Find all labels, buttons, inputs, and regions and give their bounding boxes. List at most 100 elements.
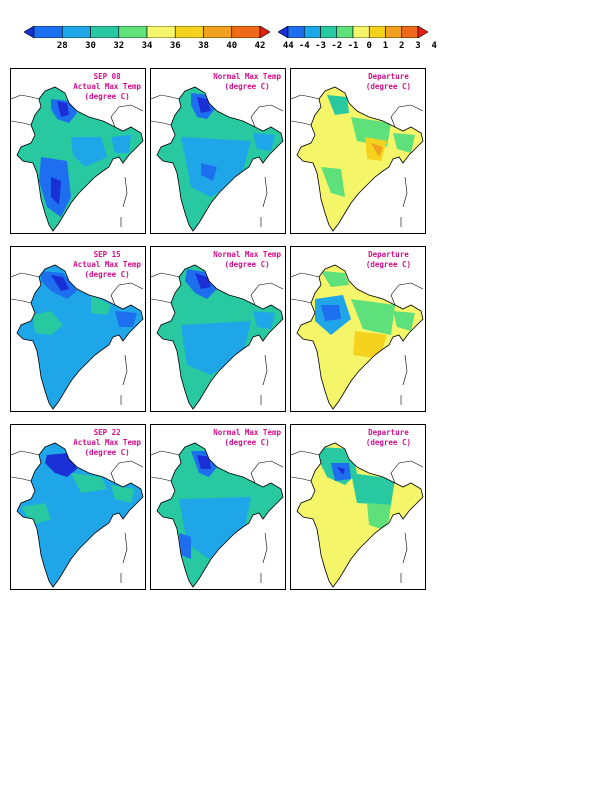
temperature-contour: [351, 473, 395, 505]
neighbor-border: [291, 272, 320, 278]
neighbor-border: [151, 94, 180, 100]
panel-date: SEP 08: [93, 72, 121, 81]
panel-sep08-normal: Normal Max Temp (degree C): [150, 68, 286, 234]
neighbor-border: [402, 354, 408, 386]
temperature-contour: [337, 467, 345, 475]
neighbor-border: [151, 120, 172, 126]
departure-colorbar-segment: [385, 26, 403, 38]
actual-colorbar-segment: [90, 26, 120, 38]
panel-sep22-actual: SEP 22 Actual Max Temp (degree C): [10, 424, 146, 590]
temperature-contour: [253, 133, 275, 151]
panel-variable: Actual Max Temp: [73, 260, 141, 269]
panel-sep15-departure: Departure (degree C): [290, 246, 426, 412]
panel-title: Departure (degree C): [366, 72, 411, 92]
temperature-contour: [321, 271, 349, 287]
actual-colorbar-low-arrow: [24, 26, 35, 38]
neighbor-border: [110, 460, 144, 484]
panel-unit: (degree C): [365, 82, 411, 91]
panel-title: SEP 15 Actual Max Temp (degree C): [73, 250, 141, 280]
neighbor-border: [291, 298, 312, 304]
india-map: [11, 264, 144, 410]
actual-colorbar-tick-label: 34: [141, 41, 153, 51]
actual-colorbar-tick-label: 32: [113, 41, 125, 51]
temperature-contour: [21, 503, 51, 525]
temperature-contour: [327, 95, 349, 115]
actual-colorbar-tick-label: 40: [226, 41, 238, 51]
temperature-contour: [57, 101, 69, 117]
actual-colorbar-tick-label: 30: [85, 41, 96, 51]
departure-colorbar-segment: [320, 26, 338, 38]
actual-temp-colorbar: [24, 26, 270, 38]
temperature-contour: [181, 321, 251, 375]
neighbor-border: [390, 282, 424, 306]
temperature-contour: [71, 137, 107, 167]
departure-colorbar-tick-label: 0: [366, 41, 372, 51]
actual-colorbar-tick-label: 42: [254, 41, 266, 51]
neighbor-border: [262, 176, 268, 208]
departure-colorbar-tick-label: -4: [298, 41, 310, 51]
india-map: [291, 442, 424, 588]
neighbor-border: [11, 272, 40, 278]
neighbor-border: [11, 298, 32, 304]
departure-colorbar-segment: [336, 26, 354, 38]
temperature-contour: [321, 167, 345, 197]
temperature-contour: [297, 87, 423, 231]
neighbor-border: [110, 282, 144, 306]
temperature-contour: [395, 489, 417, 507]
panel-variable: Actual Max Temp: [73, 82, 141, 91]
actual-colorbar-high-arrow: [259, 26, 270, 38]
actual-colorbar-segment: [61, 26, 91, 38]
temperature-contour: [179, 533, 191, 559]
temperature-contour: [111, 135, 131, 153]
india-outline: [156, 264, 284, 410]
neighbor-border: [122, 354, 128, 386]
panel-variable: Departure: [368, 72, 409, 81]
india-map: [291, 264, 424, 410]
india-outline: [156, 86, 284, 232]
temperature-contour: [321, 305, 341, 321]
departure-colorbar-tick-label: -1: [347, 41, 359, 51]
neighbor-border: [151, 476, 172, 482]
actual-colorbar-segment: [33, 26, 63, 38]
neighbor-border: [151, 272, 180, 278]
neighbor-border: [250, 282, 284, 306]
actual-colorbar-tick-label: 44: [282, 41, 294, 51]
panel-unit: (degree C): [224, 438, 270, 447]
panel-sep15-actual: SEP 15 Actual Max Temp (degree C): [10, 246, 146, 412]
temperature-contour: [371, 143, 383, 157]
neighbor-border: [11, 94, 40, 100]
india-map: [11, 442, 144, 588]
india-outline: [16, 264, 144, 410]
departure-colorbar-segment: [368, 26, 386, 38]
panel-date: SEP 22: [93, 428, 121, 437]
panel-variable: Normal Max Temp: [213, 250, 281, 259]
panel-variable: Normal Max Temp: [213, 428, 281, 437]
departure-colorbar-segment: [352, 26, 370, 38]
panel-unit: (degree C): [84, 448, 130, 457]
departure-colorbar-tick-label: 4: [431, 41, 437, 51]
temperature-contour: [367, 503, 391, 531]
actual-colorbar-segment: [146, 26, 176, 38]
departure-colorbar-tick-label: -3: [315, 41, 326, 51]
actual-colorbar-segment: [203, 26, 233, 38]
departure-colorbar-segment: [303, 26, 321, 38]
neighbor-border: [291, 476, 312, 482]
neighbor-border: [122, 532, 128, 564]
india-outline: [296, 264, 424, 410]
actual-colorbar-tick-label: 36: [169, 41, 181, 51]
india-map: [11, 86, 144, 232]
panel-sep08-departure: Departure (degree C): [290, 68, 426, 234]
india-map: [151, 442, 284, 588]
temperature-contour: [353, 331, 387, 359]
panel-title: Departure (degree C): [366, 250, 411, 270]
temperature-contour: [351, 117, 391, 147]
panel-unit: (degree C): [365, 438, 411, 447]
india-outline: [16, 86, 144, 232]
neighbor-border: [11, 120, 32, 126]
neighbor-border: [390, 104, 424, 128]
neighbor-border: [11, 476, 32, 482]
actual-colorbar-tick-label: 38: [198, 41, 209, 51]
india-outline: [296, 86, 424, 232]
temperature-contour: [197, 455, 211, 469]
panel-title: Normal Max Temp (degree C): [213, 72, 281, 92]
